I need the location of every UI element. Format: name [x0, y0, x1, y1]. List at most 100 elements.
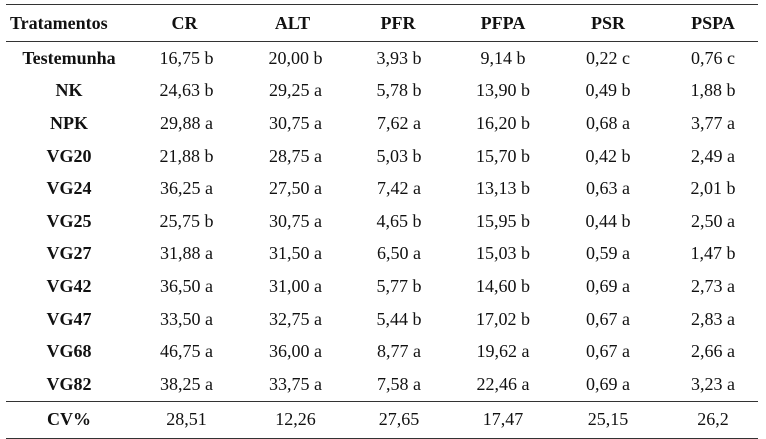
table-cell-alt: 27,50 a [269, 178, 322, 199]
table-cell-psr: 0,69 a [586, 275, 630, 296]
table-cell-pfpa: 17,02 b [476, 308, 530, 329]
table-cell-pfr: 7,42 a [377, 178, 421, 199]
table-cell-cr: 36,50 a [160, 275, 213, 296]
table-cell-pfpa: 9,14 b [480, 47, 526, 68]
footer-cell-psr: 25,15 [558, 400, 658, 439]
header-cr: CR [132, 4, 237, 42]
footer-row-cv: CV% 28,51 12,26 27,65 17,47 25,15 26,2 [6, 400, 758, 439]
table-row: NPK 29,88 a 30,75 a 7,62 a 16,20 b 0,68 a 3,77… [6, 107, 758, 140]
table-cell-psr: 0,67 a [586, 341, 630, 362]
table-cell-alt: 31,50 a [269, 243, 322, 264]
footer-cell-pspa: 26,2 [658, 400, 758, 439]
results-table: Tratamentos CR ALT PFR PFPA PSR PSPA Tes… [6, 4, 758, 439]
table-cell-pfpa: 15,70 b [476, 145, 530, 166]
table-row: VG27 31,88 a 31,50 a 6,50 a 15,03 b 0,59 a 1,4… [6, 238, 758, 271]
table-cell-pfr: 3,93 b [376, 47, 422, 68]
table-cell-treatment: VG25 [46, 210, 92, 231]
table-cell-pspa: 3,77 a [691, 112, 735, 133]
table-row: VG82 38,25 a 33,75 a 7,58 a 22,46 a 0,69 a 3,2… [6, 368, 758, 401]
table-cell-pspa: 2,66 a [691, 341, 735, 362]
table-cell-pfpa: 15,03 b [476, 243, 530, 264]
table-cell-alt: 20,00 b [268, 47, 323, 68]
table-cell-psr: 0,44 b [585, 210, 631, 231]
table-row: VG68 46,75 a 36,00 a 8,77 a 19,62 a 0,67 a 2,6… [6, 335, 758, 368]
header-psr: PSR [558, 4, 658, 42]
table-cell-treatment: VG47 [46, 308, 92, 329]
table-cell-cr: 33,50 a [160, 308, 213, 329]
table-cell-pspa: 2,50 a [691, 210, 735, 231]
table-cell-pfr: 5,44 b [376, 308, 422, 329]
table-cell-alt: 36,00 a [269, 341, 322, 362]
table-body: Testemunha 16,75 b 20,00 b 3,93 b 9,14 b 0,22… [6, 42, 758, 402]
table-cell-cr: 31,88 a [160, 243, 213, 264]
table-cell-alt: 33,75 a [269, 373, 322, 394]
table-cell-pfr: 6,50 a [377, 243, 421, 264]
table-row: VG24 36,25 a 27,50 a 7,42 a 13,13 b 0,63 a 2,0… [6, 172, 758, 205]
table-cell-cr: 46,75 a [160, 341, 213, 362]
table-cell-cr: 16,75 b [159, 47, 214, 68]
footer-cell-cr: 28,51 [132, 400, 237, 439]
table-cell-pspa: 0,76 c [691, 47, 735, 68]
table-cell-pfr: 4,65 b [376, 210, 422, 231]
table-cell-pfr: 8,77 a [377, 341, 421, 362]
footer-label: CV% [6, 400, 132, 439]
table-row: VG47 33,50 a 32,75 a 5,44 b 17,02 b 0,67 a 2,8… [6, 303, 758, 336]
table-cell-pspa: 2,49 a [691, 145, 735, 166]
table-row: VG25 25,75 b 30,75 a 4,65 b 15,95 b 0,44 b 2,5… [6, 205, 758, 238]
table-cell-pspa: 2,01 b [690, 178, 736, 199]
table-cell-cr: 29,88 a [160, 112, 213, 133]
footer-cell-pfr: 27,65 [348, 400, 448, 439]
table-cell-treatment: VG20 [46, 145, 92, 166]
footer-cell-pfpa: 17,47 [448, 400, 558, 439]
header-pfpa: PFPA [448, 4, 558, 42]
table-row: Testemunha 16,75 b 20,00 b 3,93 b 9,14 b 0,22… [6, 42, 758, 75]
header-pspa: PSPA [658, 4, 758, 42]
header-pfr: PFR [348, 4, 448, 42]
table-cell-pspa: 2,83 a [691, 308, 735, 329]
table-cell-alt: 29,25 a [269, 80, 322, 101]
table-cell-treatment: VG42 [46, 275, 92, 296]
table-cell-psr: 0,68 a [586, 112, 630, 133]
table-footer: CV% 28,51 12,26 27,65 17,47 25,15 26,2 [6, 400, 758, 439]
table-cell-psr: 0,22 c [586, 47, 630, 68]
table-cell-psr: 0,49 b [585, 80, 631, 101]
table-cell-pspa: 1,47 b [690, 243, 736, 264]
table-cell-pfr: 5,03 b [376, 145, 422, 166]
table-cell-pfpa: 22,46 a [476, 373, 530, 394]
table-row: VG42 36,50 a 31,00 a 5,77 b 14,60 b 0,69 a 2,7… [6, 270, 758, 303]
table-cell-treatment: VG24 [46, 178, 92, 199]
table-cell-alt: 28,75 a [269, 145, 322, 166]
table-cell-pfr: 5,77 b [376, 275, 422, 296]
table-cell-cr: 38,25 a [160, 373, 213, 394]
table-cell-pspa: 3,23 a [691, 373, 735, 394]
table-row: NK 24,63 b 29,25 a 5,78 b 13,90 b 0,49 b 1,88 … [6, 75, 758, 108]
table-cell-treatment: NK [55, 80, 83, 101]
table-cell-pspa: 2,73 a [691, 275, 735, 296]
table-cell-cr: 36,25 a [160, 178, 213, 199]
table-cell-treatment: VG68 [46, 341, 92, 362]
table-cell-pfr: 5,78 b [376, 80, 422, 101]
table-row: VG20 21,88 b 28,75 a 5,03 b 15,70 b 0,42 b 2,4… [6, 140, 758, 173]
table-cell-treatment: VG82 [46, 373, 92, 394]
table-cell-psr: 0,67 a [586, 308, 630, 329]
table-cell-pfpa: 19,62 a [476, 341, 530, 362]
table-cell-alt: 31,00 a [269, 275, 322, 296]
header-row: Tratamentos CR ALT PFR PFPA PSR PSPA [6, 4, 758, 42]
table-cell-cr: 21,88 b [159, 145, 214, 166]
table-cell-alt: 32,75 a [269, 308, 322, 329]
table-header: Tratamentos CR ALT PFR PFPA PSR PSPA [6, 4, 758, 42]
table-cell-pfpa: 13,13 b [476, 178, 530, 199]
table-cell-treatment: NPK [50, 112, 88, 133]
table-cell-pspa: 1,88 b [690, 80, 736, 101]
table-cell-pfpa: 15,95 b [476, 210, 530, 231]
table-cell-alt: 30,75 a [269, 112, 322, 133]
table-cell-cr: 24,63 b [159, 80, 214, 101]
table-cell-psr: 0,59 a [586, 243, 630, 264]
results-table-container: Tratamentos CR ALT PFR PFPA PSR PSPA Tes… [6, 4, 758, 439]
table-cell-pfpa: 14,60 b [476, 275, 530, 296]
table-cell-pfr: 7,58 a [377, 373, 421, 394]
table-cell-pfpa: 13,90 b [476, 80, 530, 101]
header-tratamentos: Tratamentos [6, 4, 132, 42]
table-cell-psr: 0,63 a [586, 178, 630, 199]
table-cell-pfpa: 16,20 b [476, 112, 530, 133]
